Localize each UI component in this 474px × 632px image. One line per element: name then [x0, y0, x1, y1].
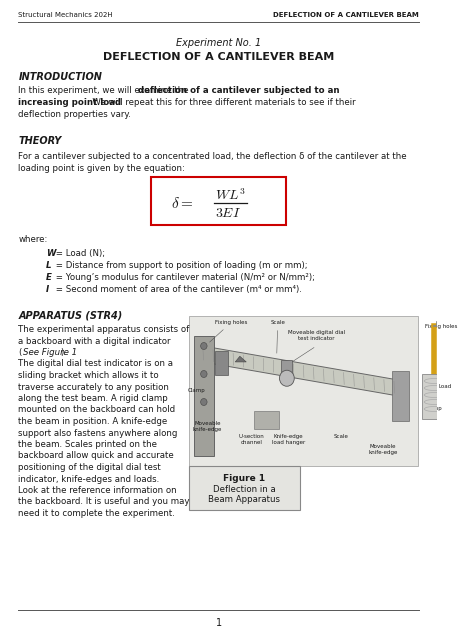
- Text: The digital dial test indicator is on a: The digital dial test indicator is on a: [18, 360, 173, 368]
- Text: The experimental apparatus consists of: The experimental apparatus consists of: [18, 325, 190, 334]
- Text: For a cantilever subjected to a concentrated load, the deflection δ of the canti: For a cantilever subjected to a concentr…: [18, 152, 407, 161]
- Text: the beam in position. A knife-edge: the beam in position. A knife-edge: [18, 417, 168, 426]
- Text: the backboard. It is useful and you may: the backboard. It is useful and you may: [18, 497, 190, 506]
- Text: E: E: [46, 273, 52, 282]
- Polygon shape: [203, 346, 404, 397]
- Text: a backboard with a digital indicator: a backboard with a digital indicator: [18, 336, 171, 346]
- Text: Look at the reference information on: Look at the reference information on: [18, 486, 177, 495]
- Text: DEFLECTION OF A CANTILEVER BEAM: DEFLECTION OF A CANTILEVER BEAM: [103, 52, 334, 62]
- Text: Clamp: Clamp: [188, 388, 205, 393]
- Text: along the test beam. A rigid clamp: along the test beam. A rigid clamp: [18, 394, 168, 403]
- Text: loading point is given by the equation:: loading point is given by the equation:: [18, 164, 185, 173]
- Circle shape: [201, 399, 207, 406]
- Text: deflection properties vary.: deflection properties vary.: [18, 110, 131, 119]
- Bar: [282, 360, 292, 378]
- Text: APPARATUS (STR4): APPARATUS (STR4): [18, 310, 123, 320]
- Text: backboard allow quick and accurate: backboard allow quick and accurate: [18, 451, 174, 461]
- Text: DEFLECTION OF A CANTILEVER BEAM: DEFLECTION OF A CANTILEVER BEAM: [273, 12, 419, 18]
- Text: increasing point load: increasing point load: [18, 98, 121, 107]
- Text: 1: 1: [216, 618, 222, 628]
- Text: In this experiment, we will examine the: In this experiment, we will examine the: [18, 86, 192, 95]
- Text: $3EI$: $3EI$: [215, 206, 241, 220]
- Text: Knife-edge
load hanger: Knife-edge load hanger: [272, 434, 305, 445]
- Text: mounted on the backboard can hold: mounted on the backboard can hold: [18, 406, 175, 415]
- Text: Beam Apparatus: Beam Apparatus: [209, 495, 281, 504]
- Text: . We will repeat this for three different materials to see if their: . We will repeat this for three differen…: [87, 98, 356, 107]
- Text: need it to complete the experiment.: need it to complete the experiment.: [18, 509, 175, 518]
- Circle shape: [280, 370, 294, 386]
- Bar: [254, 411, 280, 429]
- Text: Moveable digital dial
test indicator: Moveable digital dial test indicator: [288, 330, 345, 341]
- Polygon shape: [235, 356, 246, 362]
- Text: = Load (N);: = Load (N);: [53, 249, 105, 258]
- Text: support also fastens anywhere along: support also fastens anywhere along: [18, 428, 178, 437]
- Text: = Second moment of area of the cantilever (m⁴ or mm⁴).: = Second moment of area of the cantileve…: [53, 285, 301, 294]
- Text: L: L: [46, 261, 52, 270]
- Text: Experiment No. 1: Experiment No. 1: [176, 38, 261, 48]
- Text: positioning of the digital dial test: positioning of the digital dial test: [18, 463, 161, 472]
- Text: U-section
channel: U-section channel: [239, 434, 264, 445]
- Text: = Distance from support to position of loading (m or mm);: = Distance from support to position of l…: [53, 261, 307, 270]
- Bar: [194, 336, 214, 456]
- Text: Deflection in a: Deflection in a: [213, 485, 276, 494]
- Text: Moveable
knife-edge: Moveable knife-edge: [193, 421, 222, 432]
- Text: INTRODUCTION: INTRODUCTION: [18, 72, 102, 82]
- Bar: [422, 374, 447, 419]
- FancyBboxPatch shape: [151, 177, 286, 225]
- Text: deflection of a cantilever subjected to an: deflection of a cantilever subjected to …: [138, 86, 340, 95]
- Text: THEORY: THEORY: [18, 136, 62, 146]
- Text: Scale: Scale: [270, 320, 285, 353]
- Text: ).: ).: [60, 348, 66, 357]
- Text: sliding bracket which allows it to: sliding bracket which allows it to: [18, 371, 159, 380]
- Text: Structural Mechanics 202H: Structural Mechanics 202H: [18, 12, 113, 18]
- Bar: [215, 351, 228, 375]
- Text: where:: where:: [18, 235, 48, 244]
- Bar: [392, 371, 409, 421]
- Text: Clamp: Clamp: [425, 406, 443, 411]
- Text: = Young’s modulus for cantilever material (N/m² or N/mm²);: = Young’s modulus for cantilever materia…: [53, 273, 315, 282]
- Text: $\delta =$: $\delta =$: [171, 195, 193, 210]
- Text: Scale: Scale: [334, 434, 349, 439]
- Bar: [189, 466, 300, 510]
- Text: Fixing holes: Fixing holes: [210, 320, 247, 342]
- Text: I: I: [46, 285, 49, 294]
- Text: indicator, knife-edges and loads.: indicator, knife-edges and loads.: [18, 475, 160, 483]
- Text: (: (: [18, 348, 22, 357]
- Circle shape: [201, 370, 207, 377]
- Text: Figure 1: Figure 1: [223, 474, 265, 483]
- Text: W: W: [46, 249, 55, 258]
- Circle shape: [201, 343, 207, 349]
- Text: Moveable
knife-edge: Moveable knife-edge: [368, 444, 398, 455]
- Text: See Figure 1: See Figure 1: [23, 348, 77, 357]
- Text: Load: Load: [438, 384, 451, 389]
- Text: Fixing holes: Fixing holes: [425, 324, 457, 329]
- Text: traverse accurately to any position: traverse accurately to any position: [18, 382, 169, 391]
- Text: $WL^3$: $WL^3$: [215, 187, 246, 203]
- Text: the beam. Scales printed on the: the beam. Scales printed on the: [18, 440, 157, 449]
- Bar: [189, 316, 418, 466]
